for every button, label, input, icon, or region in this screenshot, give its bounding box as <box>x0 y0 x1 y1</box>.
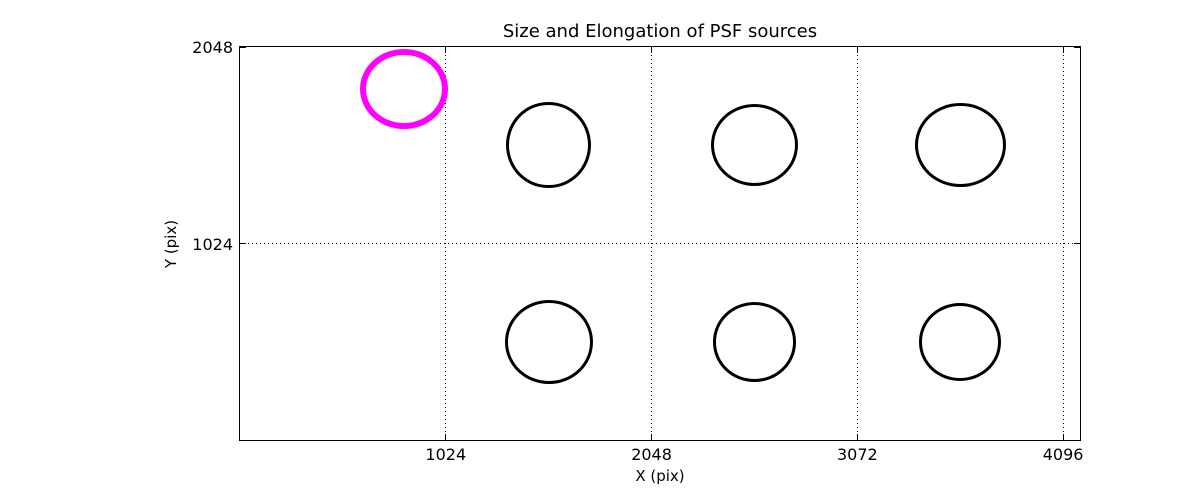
x-tick-top <box>445 47 447 53</box>
x-tick-label: 1024 <box>425 445 467 464</box>
plot-area <box>239 46 1081 441</box>
x-tick-top <box>651 47 653 53</box>
y-tick-label: 2048 <box>192 38 233 57</box>
psf-ellipse <box>506 102 591 189</box>
y-tick-left <box>240 46 246 48</box>
highlighted-psf-ellipse <box>359 48 448 130</box>
psf-ellipse <box>712 301 797 382</box>
x-tick-bottom <box>1062 434 1064 440</box>
x-tick-top <box>1062 47 1064 53</box>
psf-ellipse <box>919 302 1002 381</box>
x-tick-top <box>856 47 858 53</box>
plot-title: Size and Elongation of PSF sources <box>502 21 818 42</box>
x-tick-bottom <box>856 434 858 440</box>
psf-ellipse <box>914 103 1006 188</box>
x-axis-label: X (pix) <box>635 467 685 485</box>
y-tick-right <box>1074 243 1080 244</box>
psf-ellipse <box>504 299 593 384</box>
y-tick-right <box>1074 46 1080 48</box>
y-tick-left <box>240 243 246 244</box>
y-tick-label: 1024 <box>192 234 233 254</box>
x-tick-label: 4096 <box>1042 445 1084 464</box>
x-tick-bottom <box>651 434 653 440</box>
x-tick-label: 2048 <box>631 445 672 464</box>
x-tick-label: 3072 <box>836 445 878 464</box>
x-tick-bottom <box>445 434 447 440</box>
y-gridline <box>240 243 1080 244</box>
psf-ellipse <box>710 103 799 187</box>
